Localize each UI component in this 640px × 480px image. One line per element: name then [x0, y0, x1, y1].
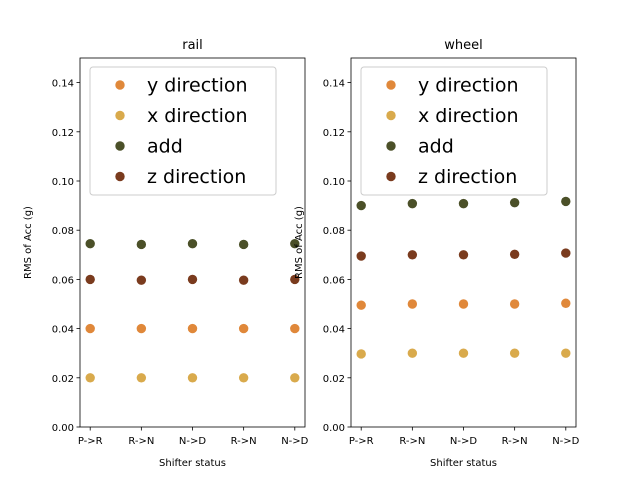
- y-tick-label: 0.12: [323, 128, 345, 139]
- legend-marker: [386, 141, 396, 151]
- data-point-z-direction: [458, 250, 469, 260]
- data-point-z-direction: [187, 274, 198, 285]
- data-point-add: [458, 198, 469, 209]
- data-point-y-direction: [85, 323, 95, 334]
- legend-entry: add: [418, 136, 454, 158]
- data-point-x-direction: [509, 348, 520, 358]
- legend-box: [360, 66, 548, 196]
- x-tick-label: R->N: [502, 436, 528, 447]
- chart-title: wheel: [444, 38, 482, 53]
- x-tick-label: N->D: [552, 436, 579, 447]
- y-tick-label: 0.08: [323, 226, 345, 237]
- x-tick-label: N->D: [281, 436, 308, 447]
- legend-entry: x direction: [418, 105, 519, 127]
- data-point-y-direction: [238, 323, 249, 334]
- data-point-y-direction: [458, 299, 469, 309]
- x-tick-label: R->N: [128, 436, 154, 447]
- data-point-x-direction: [356, 349, 366, 359]
- data-point-x-direction: [561, 348, 571, 358]
- x-tick-label: R->N: [399, 436, 425, 447]
- data-point-add: [85, 239, 95, 249]
- data-point-x-direction: [238, 373, 249, 383]
- legend-entry: add: [147, 136, 183, 158]
- data-point-x-direction: [136, 373, 147, 383]
- y-tick-label: 0.00: [52, 423, 74, 434]
- x-axis-label: Shifter status: [430, 458, 497, 469]
- data-point-add: [136, 239, 147, 250]
- data-point-x-direction: [187, 373, 198, 383]
- data-point-x-direction: [85, 373, 95, 383]
- y-tick-label: 0.04: [52, 325, 74, 336]
- legend-entry: x direction: [147, 105, 248, 127]
- data-point-y-direction: [509, 299, 520, 309]
- chart-wheel-panel: wheel 0.00 0.02 0.04 0.06 0.08 0.10 0.12 0.14 P->…: [294, 38, 580, 469]
- y-axis-label: RMS of Acc (g): [23, 206, 34, 279]
- legend-marker: [115, 141, 125, 151]
- data-point-add: [561, 196, 571, 207]
- data-point-y-direction: [356, 300, 366, 310]
- data-point-z-direction: [407, 250, 418, 260]
- data-point-z-direction: [561, 248, 571, 258]
- x-tick-label: P->R: [349, 436, 374, 447]
- data-point-add: [407, 198, 418, 209]
- data-point-add: [290, 239, 300, 249]
- legend: y direction x direction add z direction: [89, 66, 277, 196]
- chart-title: rail: [182, 38, 203, 53]
- legend-marker: [115, 171, 125, 182]
- y-tick-label: 0.04: [323, 325, 345, 336]
- data-point-add: [356, 200, 366, 211]
- y-tick-label: 0.14: [52, 79, 74, 90]
- x-tick-label: N->D: [179, 436, 206, 447]
- data-point-z-direction: [136, 275, 147, 285]
- legend-marker: [386, 110, 396, 121]
- data-point-z-direction: [509, 249, 520, 260]
- x-tick-label: R->N: [231, 436, 257, 447]
- data-point-y-direction: [136, 323, 147, 334]
- data-point-x-direction: [458, 348, 469, 358]
- legend-box: [89, 66, 277, 196]
- data-point-y-direction: [187, 323, 198, 334]
- y-tick-label: 0.12: [52, 128, 74, 139]
- data-point-z-direction: [290, 274, 300, 285]
- y-tick-label: 0.02: [52, 374, 74, 385]
- data-point-x-direction: [407, 348, 418, 358]
- data-point-add: [238, 239, 249, 250]
- data-point-z-direction: [356, 251, 366, 261]
- legend: y direction x direction add z direction: [360, 66, 548, 196]
- y-tick-label: 0.08: [52, 226, 74, 237]
- data-point-z-direction: [238, 275, 249, 285]
- data-point-z-direction: [85, 274, 95, 285]
- data-point-x-direction: [290, 373, 300, 383]
- y-tick-label: 0.10: [52, 177, 74, 188]
- legend-entry: z direction: [147, 166, 246, 188]
- data-point-add: [509, 197, 520, 208]
- legend-marker: [115, 80, 125, 90]
- x-tick-label: N->D: [450, 436, 477, 447]
- data-point-add: [187, 239, 198, 249]
- data-point-y-direction: [407, 299, 418, 309]
- x-tick-label: P->R: [78, 436, 103, 447]
- legend-entry: y direction: [147, 75, 248, 97]
- y-tick-label: 0.10: [323, 177, 345, 188]
- chart-rail-panel: rail 0.00 0.02 0.04 0.06 0.08 0.10 0.12 0.14 P->R…: [23, 38, 309, 469]
- legend-entry: z direction: [418, 166, 517, 188]
- data-point-y-direction: [561, 298, 571, 308]
- y-axis-label: RMS of Acc (g): [294, 206, 305, 279]
- legend-marker: [386, 171, 396, 182]
- y-tick-label: 0.02: [323, 374, 345, 385]
- y-tick-label: 0.06: [52, 275, 74, 286]
- legend-entry: y direction: [418, 75, 519, 97]
- y-tick-label: 0.06: [323, 275, 345, 286]
- legend-marker: [115, 110, 125, 121]
- y-tick-label: 0.14: [323, 79, 345, 90]
- legend-marker: [386, 80, 396, 90]
- x-axis-label: Shifter status: [159, 458, 226, 469]
- data-point-y-direction: [290, 323, 300, 334]
- y-tick-label: 0.00: [323, 423, 345, 434]
